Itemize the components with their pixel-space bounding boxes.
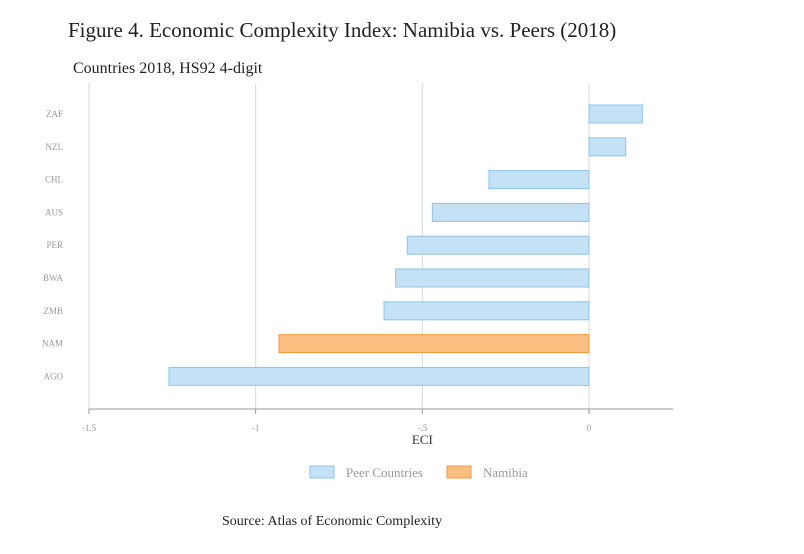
x-tick-label: -1.5 (82, 423, 97, 433)
x-tick-label: -.5 (417, 423, 427, 433)
legend: Peer Countries Namibia (309, 465, 528, 480)
bars (168, 104, 643, 386)
bar-chart: ZAF NZL CHL AUS PER BWA ZMB NAM AGO -1.5 -1 -.5 0 E… (42, 83, 673, 480)
bar-nam (278, 334, 590, 354)
bar-zaf (588, 104, 643, 124)
bar-zmb (383, 301, 590, 321)
bar-aus (431, 202, 590, 222)
category-label: ZMB (43, 306, 63, 316)
legend-swatch-peer (309, 465, 335, 479)
source-note: Source: Atlas of Economic Complexity (222, 514, 443, 529)
figure-title: Figure 4. Economic Complexity Index: Nam… (68, 18, 617, 42)
category-label: NZL (46, 142, 64, 152)
category-label: AGO (44, 371, 64, 381)
category-label: ZAF (46, 109, 63, 119)
category-label: BWA (43, 273, 64, 283)
legend-label-peer: Peer Countries (346, 465, 423, 480)
bar-bwa (395, 268, 590, 288)
x-tick-label: -1 (252, 423, 260, 433)
category-label: PER (46, 240, 63, 250)
x-tick-label: 0 (587, 423, 592, 433)
category-label: NAM (42, 339, 63, 349)
legend-label-namibia: Namibia (483, 465, 528, 480)
category-label: AUS (45, 207, 63, 217)
x-tick-labels: -1.5 -1 -.5 0 (82, 409, 592, 433)
category-label: CHL (45, 175, 63, 185)
bar-nzl (588, 137, 627, 157)
x-axis-label: ECI (412, 432, 433, 447)
bar-ago (168, 366, 590, 386)
category-labels: ZAF NZL CHL AUS PER BWA ZMB NAM AGO (42, 109, 64, 381)
chart-subtitle: Countries 2018, HS92 4-digit (73, 60, 263, 77)
bar-chl (488, 170, 590, 190)
bar-per (406, 235, 590, 255)
legend-swatch-namibia (446, 465, 472, 479)
